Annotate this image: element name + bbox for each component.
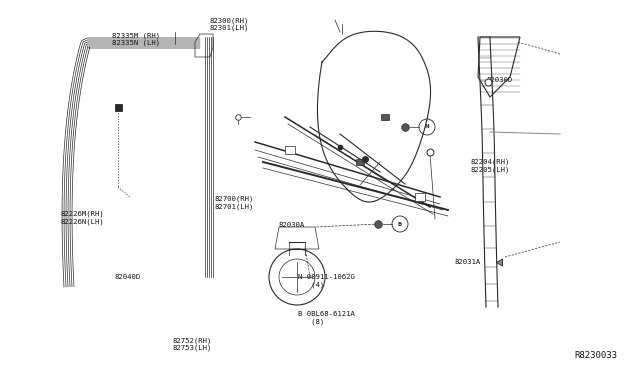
Text: 82752(RH)
82753(LH): 82752(RH) 82753(LH) bbox=[173, 337, 212, 351]
Bar bbox=[415, 193, 425, 201]
Text: 82031A: 82031A bbox=[454, 259, 481, 265]
Text: B 0BL68-6121A
   (8): B 0BL68-6121A (8) bbox=[298, 311, 355, 325]
Text: 82030A: 82030A bbox=[278, 222, 305, 228]
Text: 82204(RH)
82205(LH): 82204(RH) 82205(LH) bbox=[470, 158, 510, 173]
Text: B: B bbox=[398, 221, 402, 227]
Text: 82335M (RH)
82335N (LH): 82335M (RH) 82335N (LH) bbox=[112, 32, 160, 46]
Bar bbox=[381, 114, 389, 120]
Bar bbox=[285, 146, 295, 154]
Text: 82030D: 82030D bbox=[486, 77, 513, 83]
Text: 82226M(RH)
82226N(LH): 82226M(RH) 82226N(LH) bbox=[61, 211, 104, 225]
Bar bbox=[115, 103, 122, 110]
Text: 82700(RH)
82701(LH): 82700(RH) 82701(LH) bbox=[214, 196, 254, 210]
Text: R8230033: R8230033 bbox=[575, 351, 618, 360]
Text: N 08911-1062G
   (4): N 08911-1062G (4) bbox=[298, 274, 355, 288]
Text: 82040D: 82040D bbox=[115, 274, 141, 280]
Text: N: N bbox=[425, 125, 429, 129]
Bar bbox=[356, 159, 364, 165]
Text: 82300(RH)
82301(LH): 82300(RH) 82301(LH) bbox=[210, 17, 250, 31]
